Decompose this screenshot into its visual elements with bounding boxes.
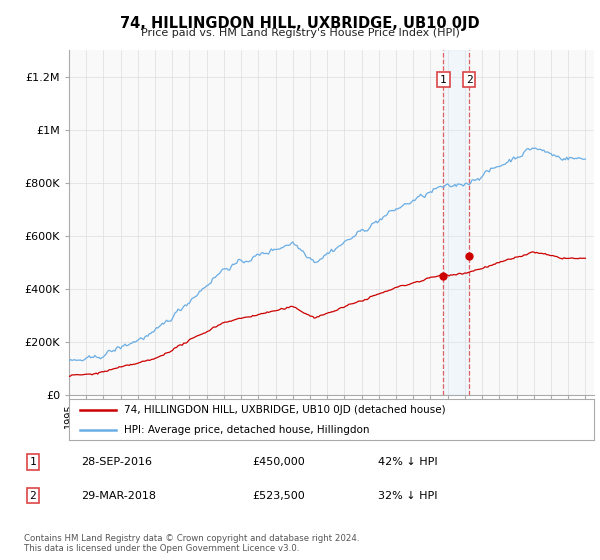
Text: £523,500: £523,500 bbox=[252, 491, 305, 501]
Text: 42% ↓ HPI: 42% ↓ HPI bbox=[378, 457, 437, 467]
Text: 2: 2 bbox=[466, 74, 473, 85]
Text: 1: 1 bbox=[29, 457, 37, 467]
Text: 29-MAR-2018: 29-MAR-2018 bbox=[81, 491, 156, 501]
Text: £450,000: £450,000 bbox=[252, 457, 305, 467]
Text: 28-SEP-2016: 28-SEP-2016 bbox=[81, 457, 152, 467]
Text: 74, HILLINGDON HILL, UXBRIDGE, UB10 0JD (detached house): 74, HILLINGDON HILL, UXBRIDGE, UB10 0JD … bbox=[124, 405, 446, 415]
Bar bbox=[443, 50, 469, 395]
Text: 2: 2 bbox=[29, 491, 37, 501]
Text: HPI: Average price, detached house, Hillingdon: HPI: Average price, detached house, Hill… bbox=[124, 426, 370, 435]
Text: 1: 1 bbox=[440, 74, 447, 85]
Text: Contains HM Land Registry data © Crown copyright and database right 2024.
This d: Contains HM Land Registry data © Crown c… bbox=[24, 534, 359, 553]
Text: 32% ↓ HPI: 32% ↓ HPI bbox=[378, 491, 437, 501]
Text: 74, HILLINGDON HILL, UXBRIDGE, UB10 0JD: 74, HILLINGDON HILL, UXBRIDGE, UB10 0JD bbox=[120, 16, 480, 31]
Text: Price paid vs. HM Land Registry's House Price Index (HPI): Price paid vs. HM Land Registry's House … bbox=[140, 28, 460, 38]
